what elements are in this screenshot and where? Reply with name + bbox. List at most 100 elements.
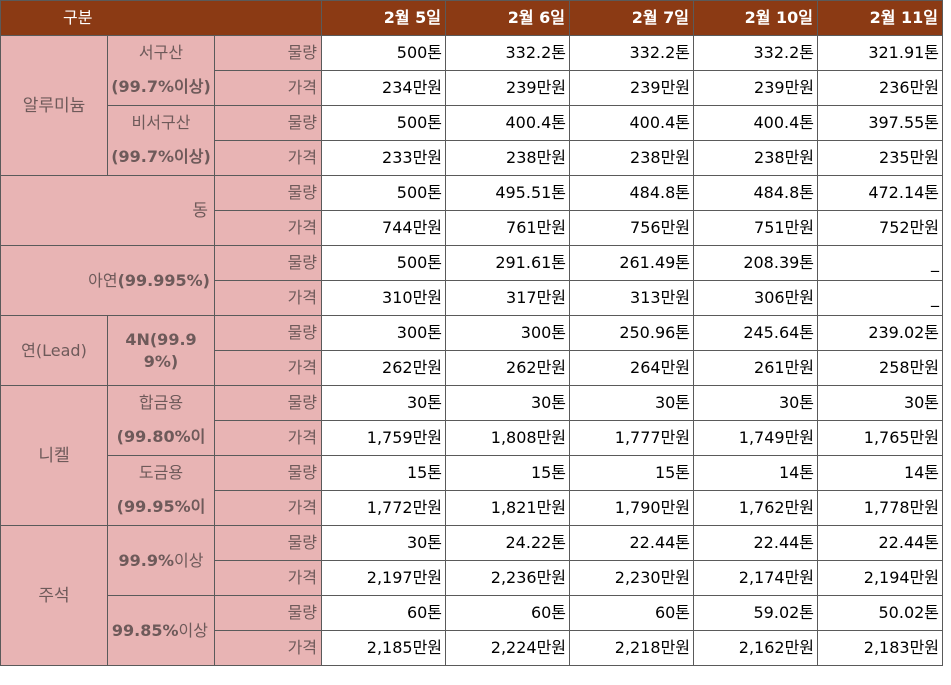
cell-value: 1,808만원 <box>445 420 571 456</box>
cell-value: 306만원 <box>693 280 819 316</box>
table-row: 가격 1,772만원 1,821만원 1,790만원 1,762만원 1,778… <box>1 490 944 526</box>
metric-label: 물량 <box>213 595 323 631</box>
cell-value: 30톤 <box>321 525 447 561</box>
metric-label: 가격 <box>213 280 323 316</box>
cell-value: 50.02톤 <box>817 595 944 631</box>
cell-value: 238만원 <box>693 140 819 176</box>
cell-value: 238만원 <box>569 140 695 176</box>
cell-value: 236만원 <box>817 70 944 106</box>
metric-label: 가격 <box>213 490 323 526</box>
sub-grade-spec: (99.7%이상) <box>111 147 211 166</box>
cell-value: 2,174만원 <box>693 560 819 596</box>
cell-value: 238만원 <box>445 140 571 176</box>
cell-value: 400.4톤 <box>693 105 819 141</box>
cell-value: 484.8톤 <box>693 175 819 211</box>
cell-value: 261만원 <box>693 350 819 386</box>
cell-value: 235만원 <box>817 140 944 176</box>
sub-grade-spec-bold: 99.9% <box>118 550 175 570</box>
cell-value: 400.4톤 <box>569 105 695 141</box>
cell-value: 262만원 <box>321 350 447 386</box>
cell-value: 30톤 <box>817 385 944 421</box>
cell-value: 313만원 <box>569 280 695 316</box>
sub-grade: 비서구산 (99.7%이상) <box>107 105 215 176</box>
sub-grade-name: 합금용 <box>138 393 184 412</box>
cell-value: 300톤 <box>321 315 447 351</box>
cell-value: 500톤 <box>321 105 447 141</box>
cell-value: 332.2톤 <box>693 35 819 71</box>
sub-grade-name: 비서구산 <box>131 113 191 132</box>
table-row: 가격 2,197만원 2,236만원 2,230만원 2,174만원 2,194… <box>1 560 944 596</box>
cell-value: 2,183만원 <box>817 630 944 666</box>
sub-grade: 합금용 (99.80%이상) <box>107 385 215 456</box>
metal-aluminium: 알루미늄 <box>0 35 108 176</box>
sub-grade-spec: (99.7%이상) <box>111 77 211 96</box>
cell-value: 60톤 <box>321 595 447 631</box>
table-row: 도금용 (99.95%이상) 물량 15톤 15톤 15톤 14톤 14톤 <box>1 455 944 526</box>
cell-value: 30톤 <box>321 385 447 421</box>
cell-value: 2,230만원 <box>569 560 695 596</box>
cell-value: 1,772만원 <box>321 490 447 526</box>
cell-value: 397.55톤 <box>817 105 944 141</box>
cell-value: 756만원 <box>569 210 695 246</box>
cell-value: 2,185만원 <box>321 630 447 666</box>
cell-value: 22.44톤 <box>817 525 944 561</box>
cell-value: 1,821만원 <box>445 490 571 526</box>
cell-value: 321.91톤 <box>817 35 944 71</box>
cell-value: 751만원 <box>693 210 819 246</box>
sub-grade: 서구산 (99.7%이상) <box>107 35 215 106</box>
sub-grade: 99.85%이상 <box>107 595 215 666</box>
metric-label: 가격 <box>213 350 323 386</box>
table-row: 가격 1,759만원 1,808만원 1,777만원 1,749만원 1,765… <box>1 420 944 456</box>
cell-value: 245.64톤 <box>693 315 819 351</box>
cell-value: 24.22톤 <box>445 525 571 561</box>
cell-value: 1,777만원 <box>569 420 695 456</box>
cell-value: 495.51톤 <box>445 175 571 211</box>
cell-value: 1,790만원 <box>569 490 695 526</box>
table-row: 가격 262만원 262만원 264만원 261만원 258만원 <box>1 350 944 386</box>
metric-label: 물량 <box>213 315 323 351</box>
cell-value: 22.44톤 <box>693 525 819 561</box>
header-date: 2월 6일 <box>445 0 571 36</box>
cell-value: 2,224만원 <box>445 630 571 666</box>
header-category-label: 구분 <box>0 0 323 36</box>
cell-value: 400.4톤 <box>445 105 571 141</box>
cell-value: 14톤 <box>693 455 819 491</box>
table-row: 동 물량 500톤 495.51톤 484.8톤 484.8톤 472.14톤 <box>0 175 944 246</box>
cell-value: 744만원 <box>321 210 447 246</box>
cell-value: 59.02톤 <box>693 595 819 631</box>
metric-label: 물량 <box>213 245 323 281</box>
metric-label: 가격 <box>213 420 323 456</box>
sub-grade-name: 서구산 <box>138 43 184 62</box>
sub-grade-spec-bold: 99.85% <box>111 620 179 640</box>
cell-value: 239만원 <box>445 70 571 106</box>
cell-value: 1,778만원 <box>817 490 944 526</box>
sub-grade-spec: (99.95%이상) <box>116 497 206 516</box>
metric-label: 가격 <box>213 140 323 176</box>
metric-label: 물량 <box>213 35 323 71</box>
sub-grade-spec-rest: 이상 <box>174 550 204 570</box>
cell-value: 30톤 <box>445 385 571 421</box>
metric-label: 가격 <box>213 630 323 666</box>
metal-lead: 연(Lead) <box>0 315 108 386</box>
header-row: 구분 2월 5일 2월 6일 2월 7일 2월 10일 2월 11일 <box>0 0 944 36</box>
cell-value: 208.39톤 <box>693 245 819 281</box>
cell-value: 472.14톤 <box>817 175 944 211</box>
cell-value: 60톤 <box>445 595 571 631</box>
cell-value: 15톤 <box>321 455 447 491</box>
cell-value: 761만원 <box>445 210 571 246</box>
lead-grade-spec: 4N(99.99%) <box>107 315 215 386</box>
metal-tin: 주석 <box>0 525 108 666</box>
metal-zinc-spec: (99.995%) <box>117 270 210 290</box>
metric-label: 가격 <box>213 560 323 596</box>
cell-value: 264만원 <box>569 350 695 386</box>
cell-value: 2,194만원 <box>817 560 944 596</box>
cell-value: 250.96톤 <box>569 315 695 351</box>
table-row: 가격 2,185만원 2,224만원 2,218만원 2,162만원 2,183… <box>1 630 944 666</box>
cell-value: 262만원 <box>445 350 571 386</box>
table-row: 가격 233만원 238만원 238만원 238만원 235만원 <box>1 140 944 176</box>
cell-value: 310만원 <box>321 280 447 316</box>
cell-value: 30톤 <box>693 385 819 421</box>
cell-value: 1,749만원 <box>693 420 819 456</box>
cell-value: 291.61톤 <box>445 245 571 281</box>
cell-value: 484.8톤 <box>569 175 695 211</box>
